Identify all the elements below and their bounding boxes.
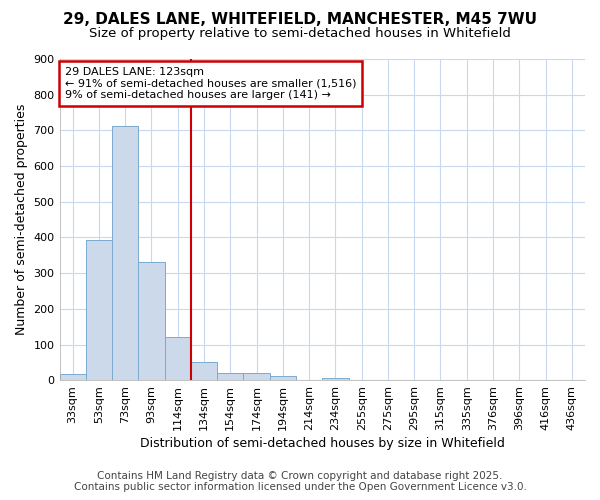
Bar	[244, 373, 270, 380]
Bar	[112, 126, 139, 380]
X-axis label: Distribution of semi-detached houses by size in Whitefield: Distribution of semi-detached houses by …	[140, 437, 505, 450]
Bar	[139, 262, 164, 380]
Text: Contains HM Land Registry data © Crown copyright and database right 2025.
Contai: Contains HM Land Registry data © Crown c…	[74, 471, 526, 492]
Bar	[270, 376, 296, 380]
Y-axis label: Number of semi-detached properties: Number of semi-detached properties	[15, 104, 28, 336]
Bar	[217, 373, 244, 380]
Text: Size of property relative to semi-detached houses in Whitefield: Size of property relative to semi-detach…	[89, 28, 511, 40]
Bar	[86, 240, 112, 380]
Text: 29, DALES LANE, WHITEFIELD, MANCHESTER, M45 7WU: 29, DALES LANE, WHITEFIELD, MANCHESTER, …	[63, 12, 537, 28]
Bar	[322, 378, 349, 380]
Bar	[191, 362, 217, 380]
Bar	[59, 374, 86, 380]
Text: 29 DALES LANE: 123sqm
← 91% of semi-detached houses are smaller (1,516)
9% of se: 29 DALES LANE: 123sqm ← 91% of semi-deta…	[65, 67, 356, 100]
Bar	[164, 338, 191, 380]
